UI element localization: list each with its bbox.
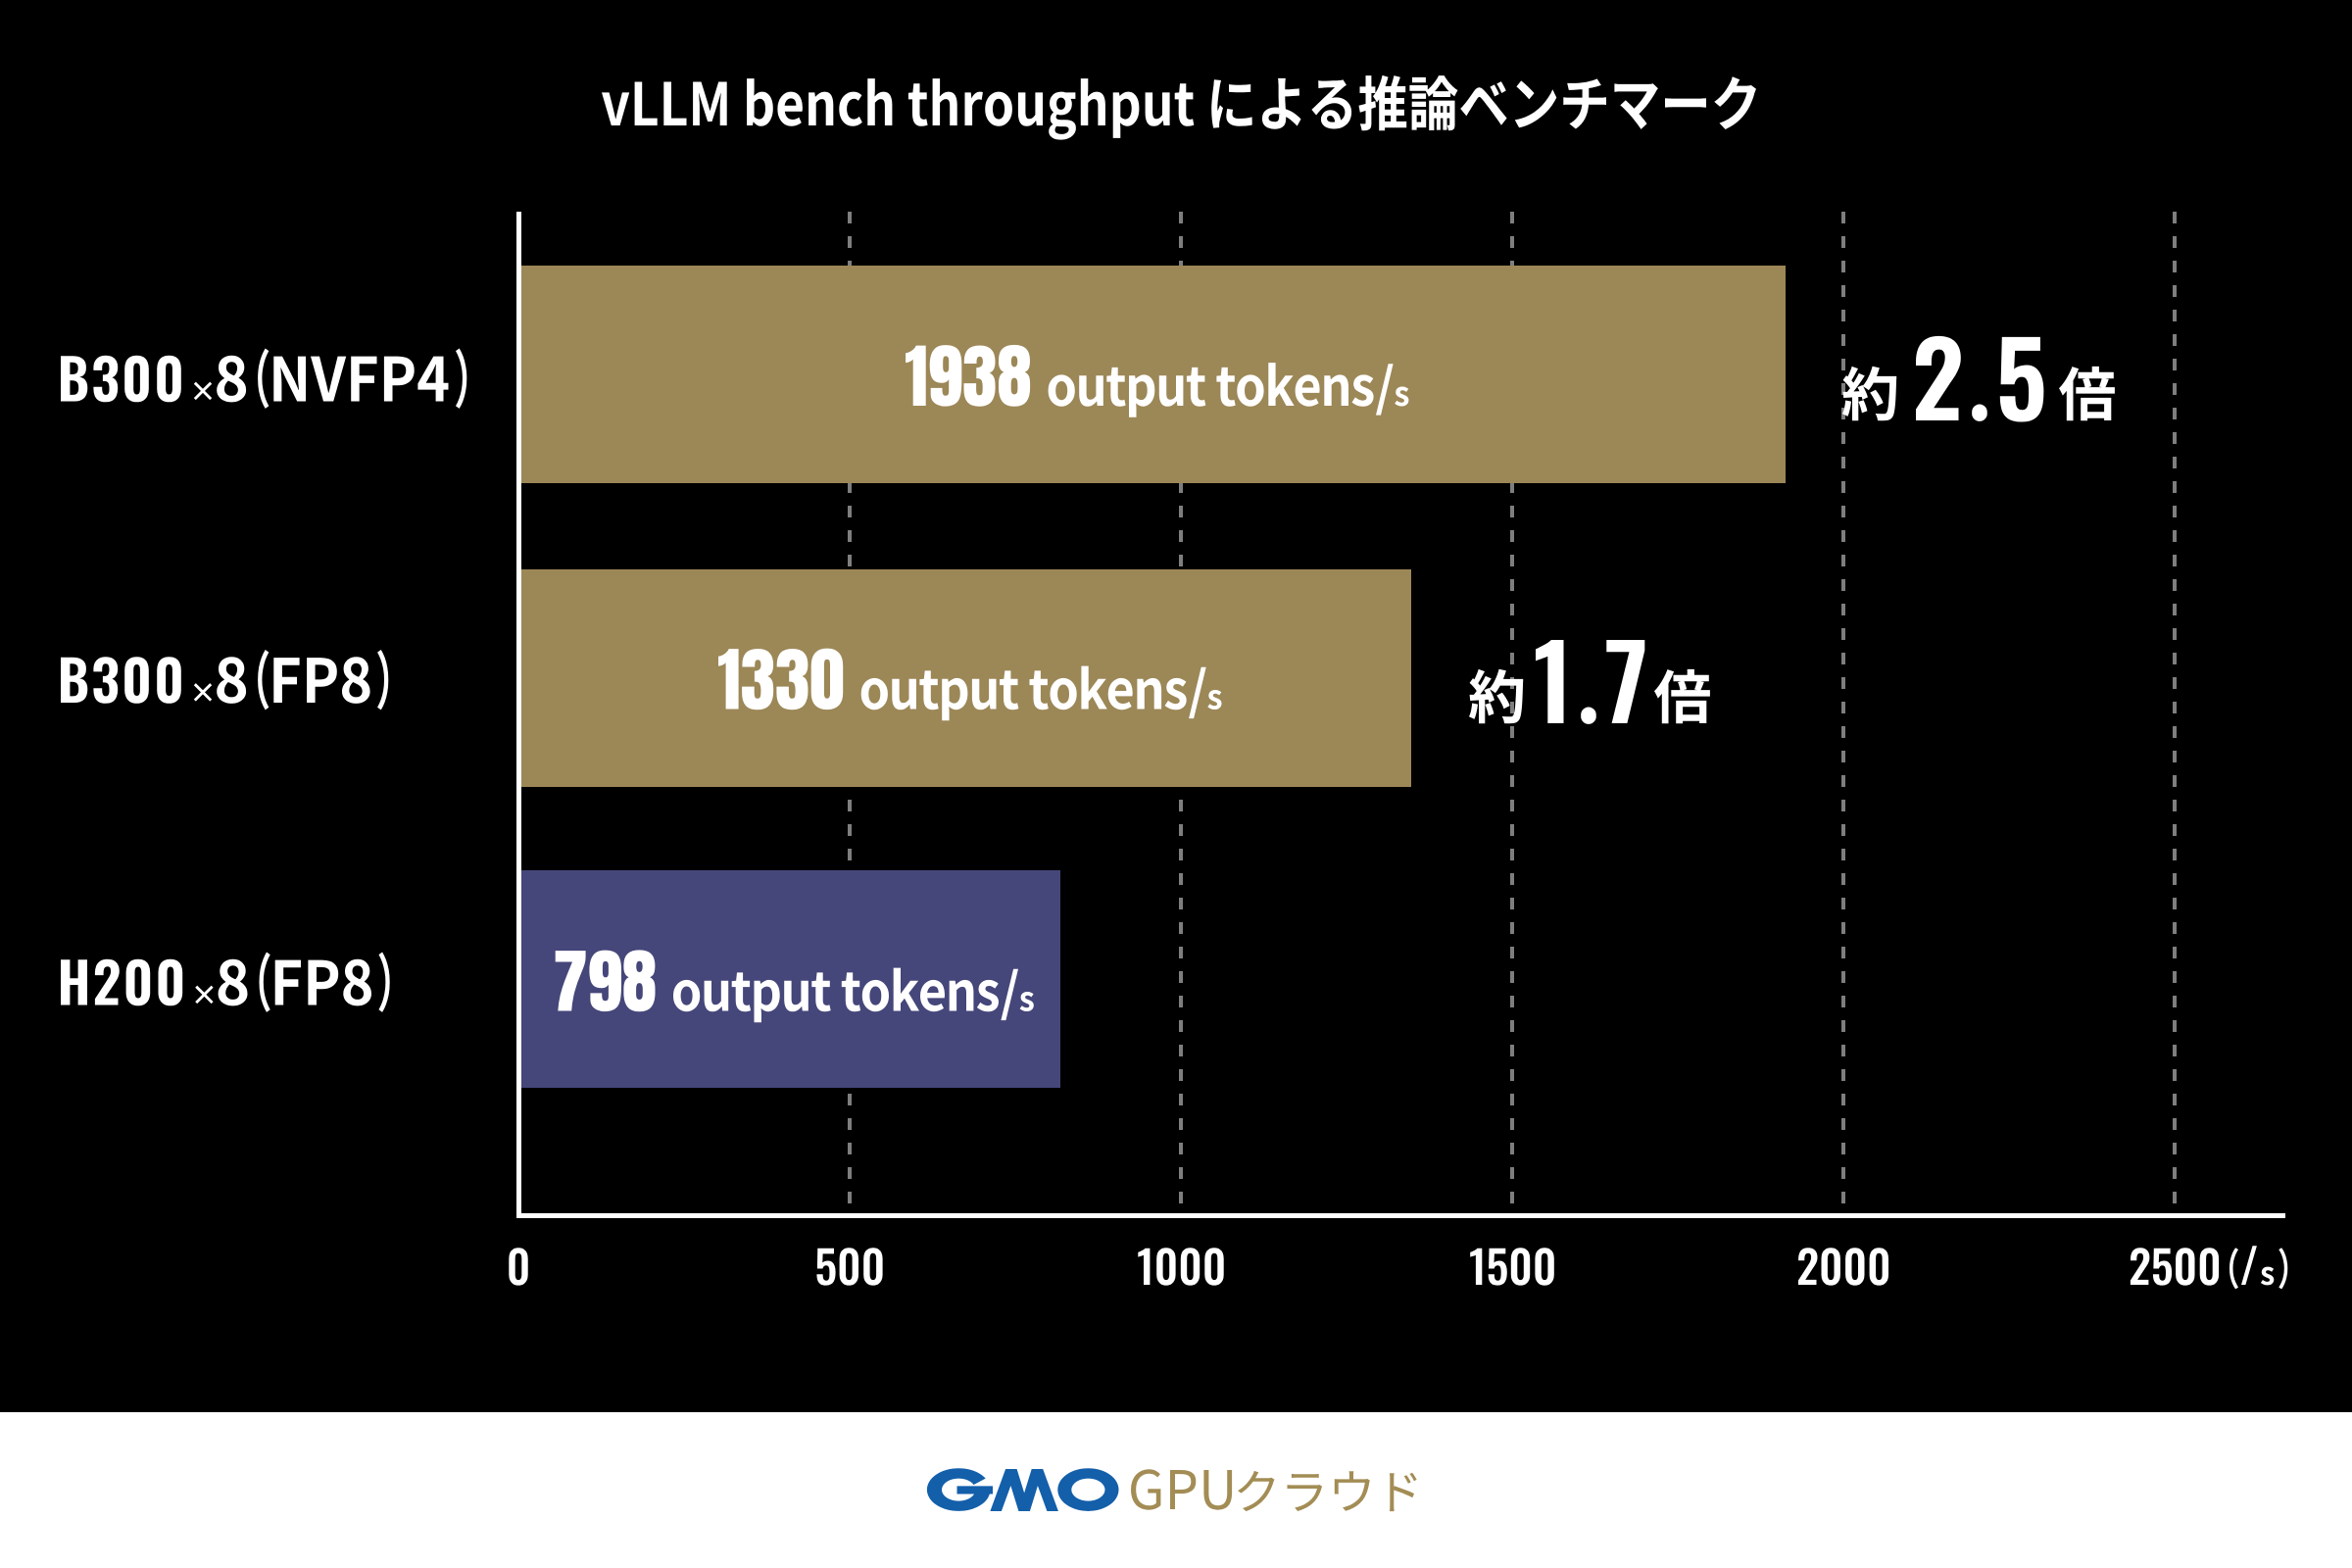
chart-title	[602, 74, 1756, 140]
x-axis-line	[515, 1212, 2285, 1218]
gridline-2000	[1841, 212, 1845, 1213]
x-tick-2	[1138, 1248, 1224, 1286]
x-axis-unit	[2230, 1246, 2288, 1290]
bar-value-label-1	[718, 648, 1222, 721]
category-label-1	[61, 650, 389, 710]
bar-b300-fp8	[520, 568, 1411, 787]
category-label-0	[61, 348, 467, 409]
annotation-1	[1469, 640, 1710, 724]
gridline-1500	[1510, 212, 1514, 1213]
logo-product-text	[1131, 1469, 1417, 1512]
x-tick-0	[509, 1248, 528, 1286]
gridline-2500	[2173, 212, 2177, 1213]
x-tick-1	[816, 1248, 883, 1286]
bar-b300-nvfp4	[520, 266, 1786, 483]
category-label-2	[61, 952, 390, 1012]
x-tick-3	[1470, 1248, 1554, 1286]
annotation-0	[1842, 335, 2115, 422]
x-tick-4	[1798, 1248, 1888, 1286]
x-tick-5	[2130, 1248, 2220, 1286]
gmo-logo-mark	[926, 1468, 1119, 1511]
bar-value-label-0	[906, 344, 1409, 417]
bar-value-label-2	[555, 950, 1034, 1023]
y-axis-line	[515, 212, 521, 1218]
